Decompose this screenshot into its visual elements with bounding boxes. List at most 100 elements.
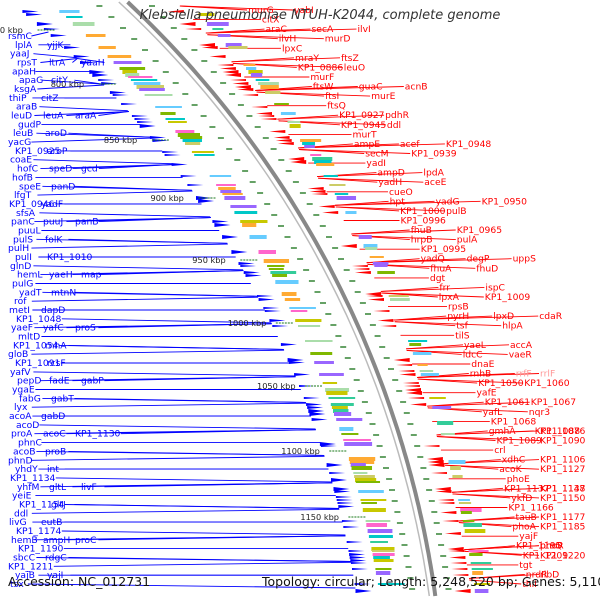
gene-label[interactable]: acoC <box>43 429 66 440</box>
gene-label[interactable]: KP1_1106 <box>540 455 586 466</box>
gene-label[interactable]: fadE <box>49 376 70 387</box>
gene-label[interactable]: rsmC <box>8 31 32 42</box>
gene-label[interactable]: murT <box>353 129 378 140</box>
gene-label[interactable]: mltD <box>18 332 40 343</box>
gene-label[interactable]: puuL <box>18 226 41 237</box>
gene-label[interactable]: phoE <box>507 474 530 485</box>
gene-label[interactable]: lpxD <box>493 311 514 322</box>
gene-label[interactable]: ilvI <box>358 24 371 35</box>
gene-label[interactable]: thiP <box>9 93 27 104</box>
gene-label[interactable]: rof <box>14 296 27 307</box>
gene-label[interactable]: lplA <box>15 40 33 51</box>
gene-label[interactable]: KP1_1190 <box>18 544 64 555</box>
gene-label[interactable]: puuJ <box>43 217 63 228</box>
gene-label[interactable]: hlpA <box>502 321 523 332</box>
gene-label[interactable]: KP1_1137 <box>504 483 550 494</box>
gene-label[interactable]: thiI <box>522 579 537 590</box>
gene-label[interactable]: gabP <box>81 376 104 387</box>
gene-label[interactable]: KP1_1090 <box>540 436 586 447</box>
gene-label[interactable]: KP1_0948 <box>446 139 492 150</box>
gene-label[interactable]: phnD <box>8 455 33 466</box>
gene-label[interactable]: dgt <box>430 273 446 284</box>
gene-label[interactable]: KP1_1050 <box>478 378 524 389</box>
gene-label[interactable]: pulI <box>15 252 32 263</box>
gene-label[interactable]: gabD <box>41 411 65 422</box>
gene-label[interactable]: yadH <box>378 177 402 188</box>
gene-label[interactable]: acnB <box>405 82 428 93</box>
gene-label[interactable]: hemL <box>17 270 43 281</box>
gene-label[interactable]: vaeR <box>509 349 533 360</box>
gene-label[interactable]: pulH <box>8 243 29 254</box>
gene-label[interactable]: KP1_0946 <box>9 199 55 210</box>
gene-label[interactable]: acef <box>400 139 420 150</box>
gene-label[interactable]: apaG <box>19 75 43 86</box>
gene-label[interactable]: rnhB <box>470 369 492 380</box>
gene-label[interactable]: KP1_1010 <box>47 252 93 263</box>
gene-label[interactable]: yadG <box>436 196 460 207</box>
gene-label[interactable]: cueO <box>389 187 413 198</box>
gene-label[interactable]: rdgC <box>45 553 67 564</box>
gene-label[interactable]: lyx <box>14 402 28 413</box>
gene-label[interactable]: aceE <box>424 177 446 188</box>
gene-label[interactable]: secM <box>365 149 388 160</box>
gene-label[interactable]: yadQ <box>421 254 445 265</box>
gene-label[interactable]: KP1_0965 <box>457 225 503 236</box>
gene-label[interactable]: KP1_1076 <box>540 426 586 437</box>
gene-label[interactable]: KP1_1048 <box>16 314 62 325</box>
gene-label[interactable]: KP1_1174 <box>16 526 62 537</box>
gene-label[interactable]: yafC <box>43 323 64 334</box>
gene-label[interactable]: KP1_1091 <box>15 358 60 369</box>
gene-label[interactable]: lpxA <box>439 292 460 303</box>
gene-label[interactable]: tgt <box>519 560 532 571</box>
gene-label[interactable]: tsx <box>10 579 24 590</box>
gene-label[interactable]: panC <box>11 217 35 228</box>
gene-label[interactable]: ldcC <box>463 349 483 360</box>
gene-label[interactable]: citX <box>262 15 280 26</box>
gene-label[interactable]: KP1_1147 <box>540 483 586 494</box>
gene-label[interactable]: tsf <box>456 321 468 332</box>
gene-label[interactable]: KP1_1127 <box>540 464 586 475</box>
gene-label[interactable]: speE <box>19 181 41 192</box>
gene-label[interactable]: ftsQ <box>327 101 346 112</box>
gene-label[interactable]: xdhC <box>502 455 526 466</box>
gene-label[interactable]: KP1_0886 <box>298 62 344 73</box>
gene-label[interactable]: araB <box>16 102 37 113</box>
gene-label[interactable]: ddl <box>387 120 401 131</box>
gene-label[interactable]: yaaH <box>81 58 105 69</box>
gene-label[interactable]: phoR <box>540 541 564 552</box>
gene-label[interactable]: pulA <box>457 235 478 246</box>
gene-label[interactable]: KP1_1154 <box>19 500 65 511</box>
gene-label[interactable]: sbcC <box>13 553 35 564</box>
gene-label[interactable]: dapD <box>41 305 65 316</box>
gene-label[interactable]: degP <box>467 254 490 265</box>
gene-label[interactable]: yafL <box>483 407 503 418</box>
gene-label[interactable]: leuB <box>13 128 33 139</box>
gene-label[interactable]: yadT <box>19 287 42 298</box>
gene-label[interactable]: aroD <box>45 128 67 139</box>
gene-label[interactable]: KP1_0950 <box>482 196 528 207</box>
gene-label[interactable]: rcsF <box>47 358 66 369</box>
gene-label[interactable]: tilS <box>455 330 470 341</box>
gene-label[interactable]: gcd <box>81 164 98 175</box>
gene-label[interactable]: ykfD <box>511 493 532 504</box>
gene-label[interactable]: KP1_1000 <box>400 206 446 217</box>
gene-label[interactable]: KP1_0925 <box>15 146 61 157</box>
gene-label[interactable]: hofC <box>17 164 38 175</box>
gene-label[interactable]: KP1_1067 <box>531 397 577 408</box>
gene-label[interactable]: crl <box>494 445 505 456</box>
gene-label[interactable]: KP1_0927 <box>339 110 385 121</box>
gene-label[interactable]: fhuD <box>476 263 498 274</box>
gene-label[interactable]: eutB <box>41 517 62 528</box>
gene-label[interactable]: pulG <box>12 279 33 290</box>
gene-label[interactable]: phoA <box>512 522 536 533</box>
gene-label[interactable]: KP1_1068 <box>491 416 537 427</box>
gene-label[interactable]: acoB <box>13 446 36 457</box>
gene-label[interactable]: ampE <box>354 139 380 150</box>
gene-label[interactable]: gabT <box>51 393 74 404</box>
gene-label[interactable]: citZ <box>41 93 59 104</box>
gene-label[interactable]: KP1_0945 <box>341 120 387 131</box>
gene-label[interactable]: KP1_1195 <box>516 541 562 552</box>
gene-label[interactable]: KP1_1185 <box>540 522 586 533</box>
gene-label[interactable]: yajI <box>47 570 63 581</box>
gene-label[interactable]: rpsB <box>448 302 469 313</box>
